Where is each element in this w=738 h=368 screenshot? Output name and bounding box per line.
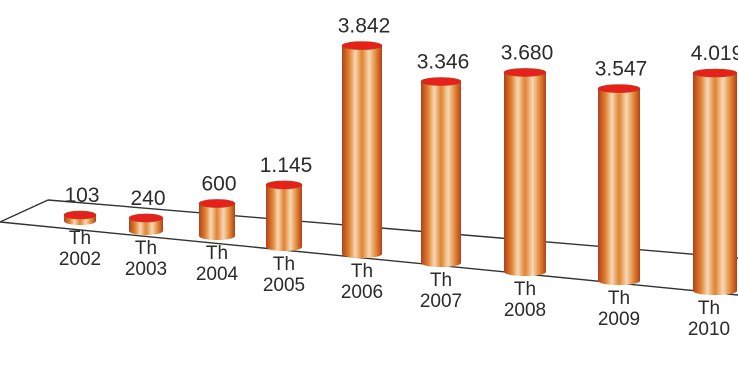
bar-top-cap xyxy=(63,210,97,220)
tick-label: Th 2006 xyxy=(341,261,383,303)
bar xyxy=(420,77,462,268)
data-label: 4.019 xyxy=(691,42,738,65)
bar-body xyxy=(504,72,546,276)
bar-body xyxy=(129,217,163,235)
bar xyxy=(692,68,738,295)
bar-top-cap xyxy=(597,84,641,93)
tick-label: Th 2004 xyxy=(196,243,239,285)
bar xyxy=(341,41,383,259)
tick-label: Th 2005 xyxy=(263,254,305,296)
tick-label: Th 2002 xyxy=(59,228,101,270)
bar-body xyxy=(199,203,235,240)
tick-label: Th 2010 xyxy=(688,298,730,340)
bar-top-cap xyxy=(341,41,383,50)
tick-label: Th 2007 xyxy=(420,270,462,312)
bar xyxy=(128,213,164,235)
data-label: 3.842 xyxy=(338,15,391,38)
bar xyxy=(198,199,236,240)
data-label: 600 xyxy=(201,172,236,195)
bar xyxy=(265,180,303,251)
tick-label: Th 2008 xyxy=(504,279,546,321)
bar-top-cap xyxy=(265,180,303,190)
bar-top-cap xyxy=(692,68,738,78)
bar-top-cap xyxy=(503,68,547,77)
data-label: 3.680 xyxy=(501,41,554,64)
data-label: 103 xyxy=(64,184,99,207)
data-label: 3.346 xyxy=(417,51,470,74)
tick-label: Th 2009 xyxy=(598,288,640,330)
bars-group: 103 Th 2002 240 Th 2003 600 Th 2004 1.145 Th 2005 3.… xyxy=(59,15,738,340)
bar-body xyxy=(598,88,640,285)
bar-body xyxy=(342,45,382,259)
data-label: 240 xyxy=(130,187,165,210)
bar xyxy=(597,84,641,285)
bar-body xyxy=(266,184,302,251)
data-label: 3.547 xyxy=(595,58,648,81)
bar-top-cap xyxy=(420,77,462,86)
bar-top-cap xyxy=(128,213,164,223)
bar xyxy=(503,68,547,276)
bar xyxy=(63,210,97,225)
bar-top-cap xyxy=(198,199,236,208)
tick-label: Th 2003 xyxy=(125,238,167,280)
bar-body xyxy=(421,81,461,268)
bar-body xyxy=(693,73,737,295)
data-label: 1.145 xyxy=(260,154,313,177)
